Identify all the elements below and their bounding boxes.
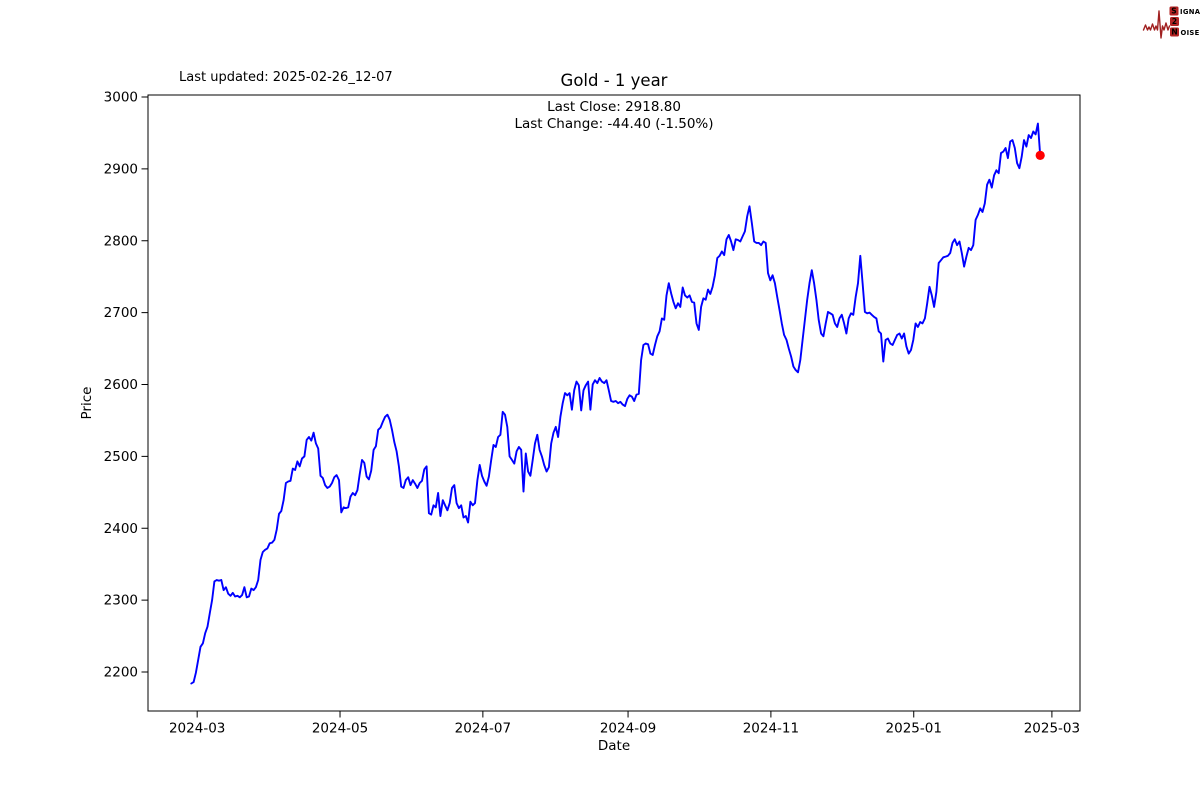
price-line-layer — [190, 122, 1045, 685]
y-tick-label: 3000 — [104, 90, 138, 106]
x-tick-label: 2025-01 — [886, 721, 942, 737]
y-tick-label: 2900 — [104, 161, 138, 177]
x-tick-label: 2024-05 — [312, 721, 368, 737]
x-tick-label: 2024-11 — [743, 721, 799, 737]
last-change-text: Last Change: -44.40 (-1.50%) — [514, 116, 713, 132]
y-tick-label: 2200 — [104, 665, 138, 681]
plot-border — [147, 94, 1081, 712]
logo-letter-s: S — [1171, 7, 1176, 16]
y-tick-label: 2300 — [104, 593, 138, 609]
logo-letter-n: N — [1171, 28, 1177, 37]
x-tick-label: 2024-03 — [169, 721, 225, 737]
x-tick-label: 2024-07 — [455, 721, 511, 737]
signal2noise-logo: S 2 N IGNAL OISE — [1142, 6, 1200, 39]
y-axis-label: Price — [79, 387, 95, 420]
logo-letter-2: 2 — [1172, 17, 1177, 26]
gold-price-line — [190, 122, 1042, 685]
y-tick-label: 2700 — [104, 305, 138, 321]
y-tick-label: 2400 — [104, 521, 138, 537]
logo-text-ignal: IGNAL — [1180, 8, 1200, 16]
x-tick-label: 2024-09 — [600, 721, 656, 737]
logo-text-oise: OISE — [1181, 29, 1200, 37]
last-close-marker-dot — [1035, 150, 1045, 160]
x-axis-label: Date — [598, 738, 630, 754]
logo-waveform-icon — [1142, 10, 1171, 39]
y-tick-label: 2500 — [104, 449, 138, 465]
chart-title: Gold - 1 year — [561, 71, 668, 90]
y-tick-label: 2600 — [104, 377, 138, 393]
logo-square-s — [1169, 6, 1179, 16]
axis-ticks: 2024-03 2024-05 2024-07 2024-09 2024-11 2025-… — [104, 90, 1080, 737]
x-tick-label: 2025-03 — [1024, 721, 1080, 737]
y-tick-label: 2800 — [104, 233, 138, 249]
last-updated-text: Last updated: 2025-02-26_12-07 — [179, 70, 393, 85]
logo-square-n — [1170, 27, 1179, 37]
logo-square-2 — [1170, 17, 1179, 26]
last-close-text: Last Close: 2918.80 — [547, 99, 681, 115]
